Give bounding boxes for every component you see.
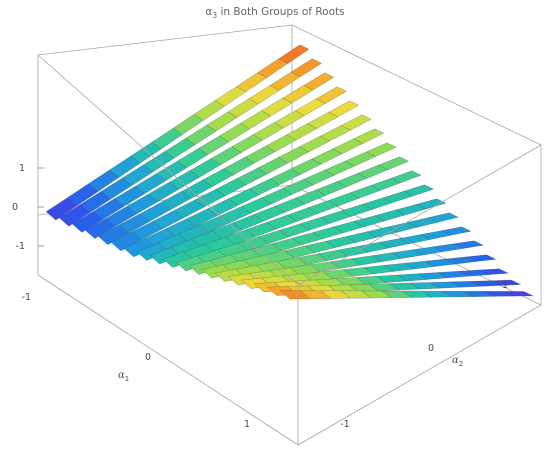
surface-patch	[291, 232, 323, 246]
y-tick-label: -1	[340, 419, 349, 430]
surface-patch	[328, 100, 360, 118]
surface-patch	[394, 204, 427, 216]
surface-patch	[378, 156, 410, 171]
surface-patch	[381, 290, 413, 298]
y-axis-label: α2	[452, 355, 463, 368]
y-axis: -1 0 1 α2	[340, 280, 508, 430]
surface-patch	[390, 170, 422, 184]
surface-patch	[403, 184, 435, 197]
surface-patch	[452, 240, 485, 249]
surface-patch	[444, 256, 477, 265]
surface-patch	[490, 279, 521, 286]
surface-patch	[374, 209, 406, 222]
surface-patch	[361, 197, 393, 210]
surface-patch	[411, 246, 444, 256]
surface-patch	[322, 269, 354, 280]
surface-patch	[353, 128, 385, 144]
surface-patch	[340, 114, 372, 131]
surface-patch	[289, 264, 321, 276]
x-tick-label: 1	[244, 419, 250, 430]
surface-patch	[309, 261, 341, 273]
surface-patch	[399, 234, 431, 245]
surface-patch	[271, 237, 303, 252]
chart-title: α3 in Both Groups of Roots	[205, 6, 344, 20]
surface-patch	[345, 231, 377, 243]
surface-patch	[427, 212, 460, 223]
surface-patch	[290, 58, 323, 78]
surface-patch	[469, 280, 502, 287]
surface-patch	[391, 249, 423, 259]
z-tick-label: 1	[19, 163, 25, 174]
z-axis: 1 0 -1	[12, 163, 44, 252]
surface-patch	[365, 142, 397, 157]
surface-strips	[45, 44, 534, 300]
surface-patch	[330, 258, 362, 269]
surface-patch	[432, 243, 464, 253]
surface-patch	[284, 245, 316, 259]
surface-patch	[415, 198, 447, 210]
surface-patch	[465, 254, 497, 262]
z-tick-label: -1	[16, 241, 25, 252]
surface-patch	[269, 71, 301, 91]
surface-patch	[440, 226, 472, 236]
y-tick-label: 1	[502, 280, 508, 291]
y-tick-label: 0	[428, 343, 434, 354]
box-front-edges	[37, 54, 542, 446]
x-tick-label: -1	[22, 292, 31, 303]
x-axis: -1 0 1 α1	[22, 292, 251, 430]
x-tick-label: 0	[145, 352, 151, 363]
surface-patch	[279, 290, 311, 300]
surface-patch	[335, 277, 367, 287]
surface-patch	[407, 217, 439, 228]
surface-patch	[278, 44, 310, 64]
x-axis-label: α1	[118, 370, 129, 383]
surface-patch	[462, 291, 494, 297]
surface-patch	[296, 253, 328, 266]
surface-patch	[320, 290, 352, 299]
surface-patch	[279, 223, 311, 238]
surface-patch	[378, 238, 410, 249]
surface-patch	[477, 268, 510, 276]
surface-patch	[237, 236, 269, 251]
surface-patch	[236, 72, 268, 93]
surface-patch	[303, 72, 335, 91]
surface-patch	[342, 267, 374, 277]
surface-patch	[503, 291, 534, 297]
surface-patch	[315, 86, 347, 104]
surface-patch	[483, 291, 513, 297]
surface-patch	[257, 58, 289, 78]
surface-patch	[341, 204, 373, 217]
surface-patch	[250, 243, 282, 257]
z-tick-label: 0	[12, 202, 18, 213]
